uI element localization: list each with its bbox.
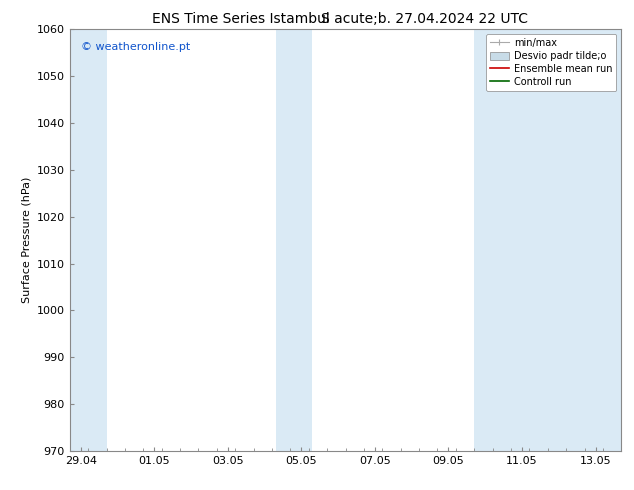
Bar <box>474 29 621 451</box>
Text: © weatheronline.pt: © weatheronline.pt <box>81 42 190 52</box>
Y-axis label: Surface Pressure (hPa): Surface Pressure (hPa) <box>21 177 31 303</box>
Text: ENS Time Series Istambul: ENS Time Series Istambul <box>152 12 330 26</box>
Legend: min/max, Desvio padr tilde;o, Ensemble mean run, Controll run: min/max, Desvio padr tilde;o, Ensemble m… <box>486 34 616 91</box>
Bar <box>70 29 107 451</box>
Bar <box>276 29 313 451</box>
Text: S acute;b. 27.04.2024 22 UTC: S acute;b. 27.04.2024 22 UTC <box>321 12 528 26</box>
